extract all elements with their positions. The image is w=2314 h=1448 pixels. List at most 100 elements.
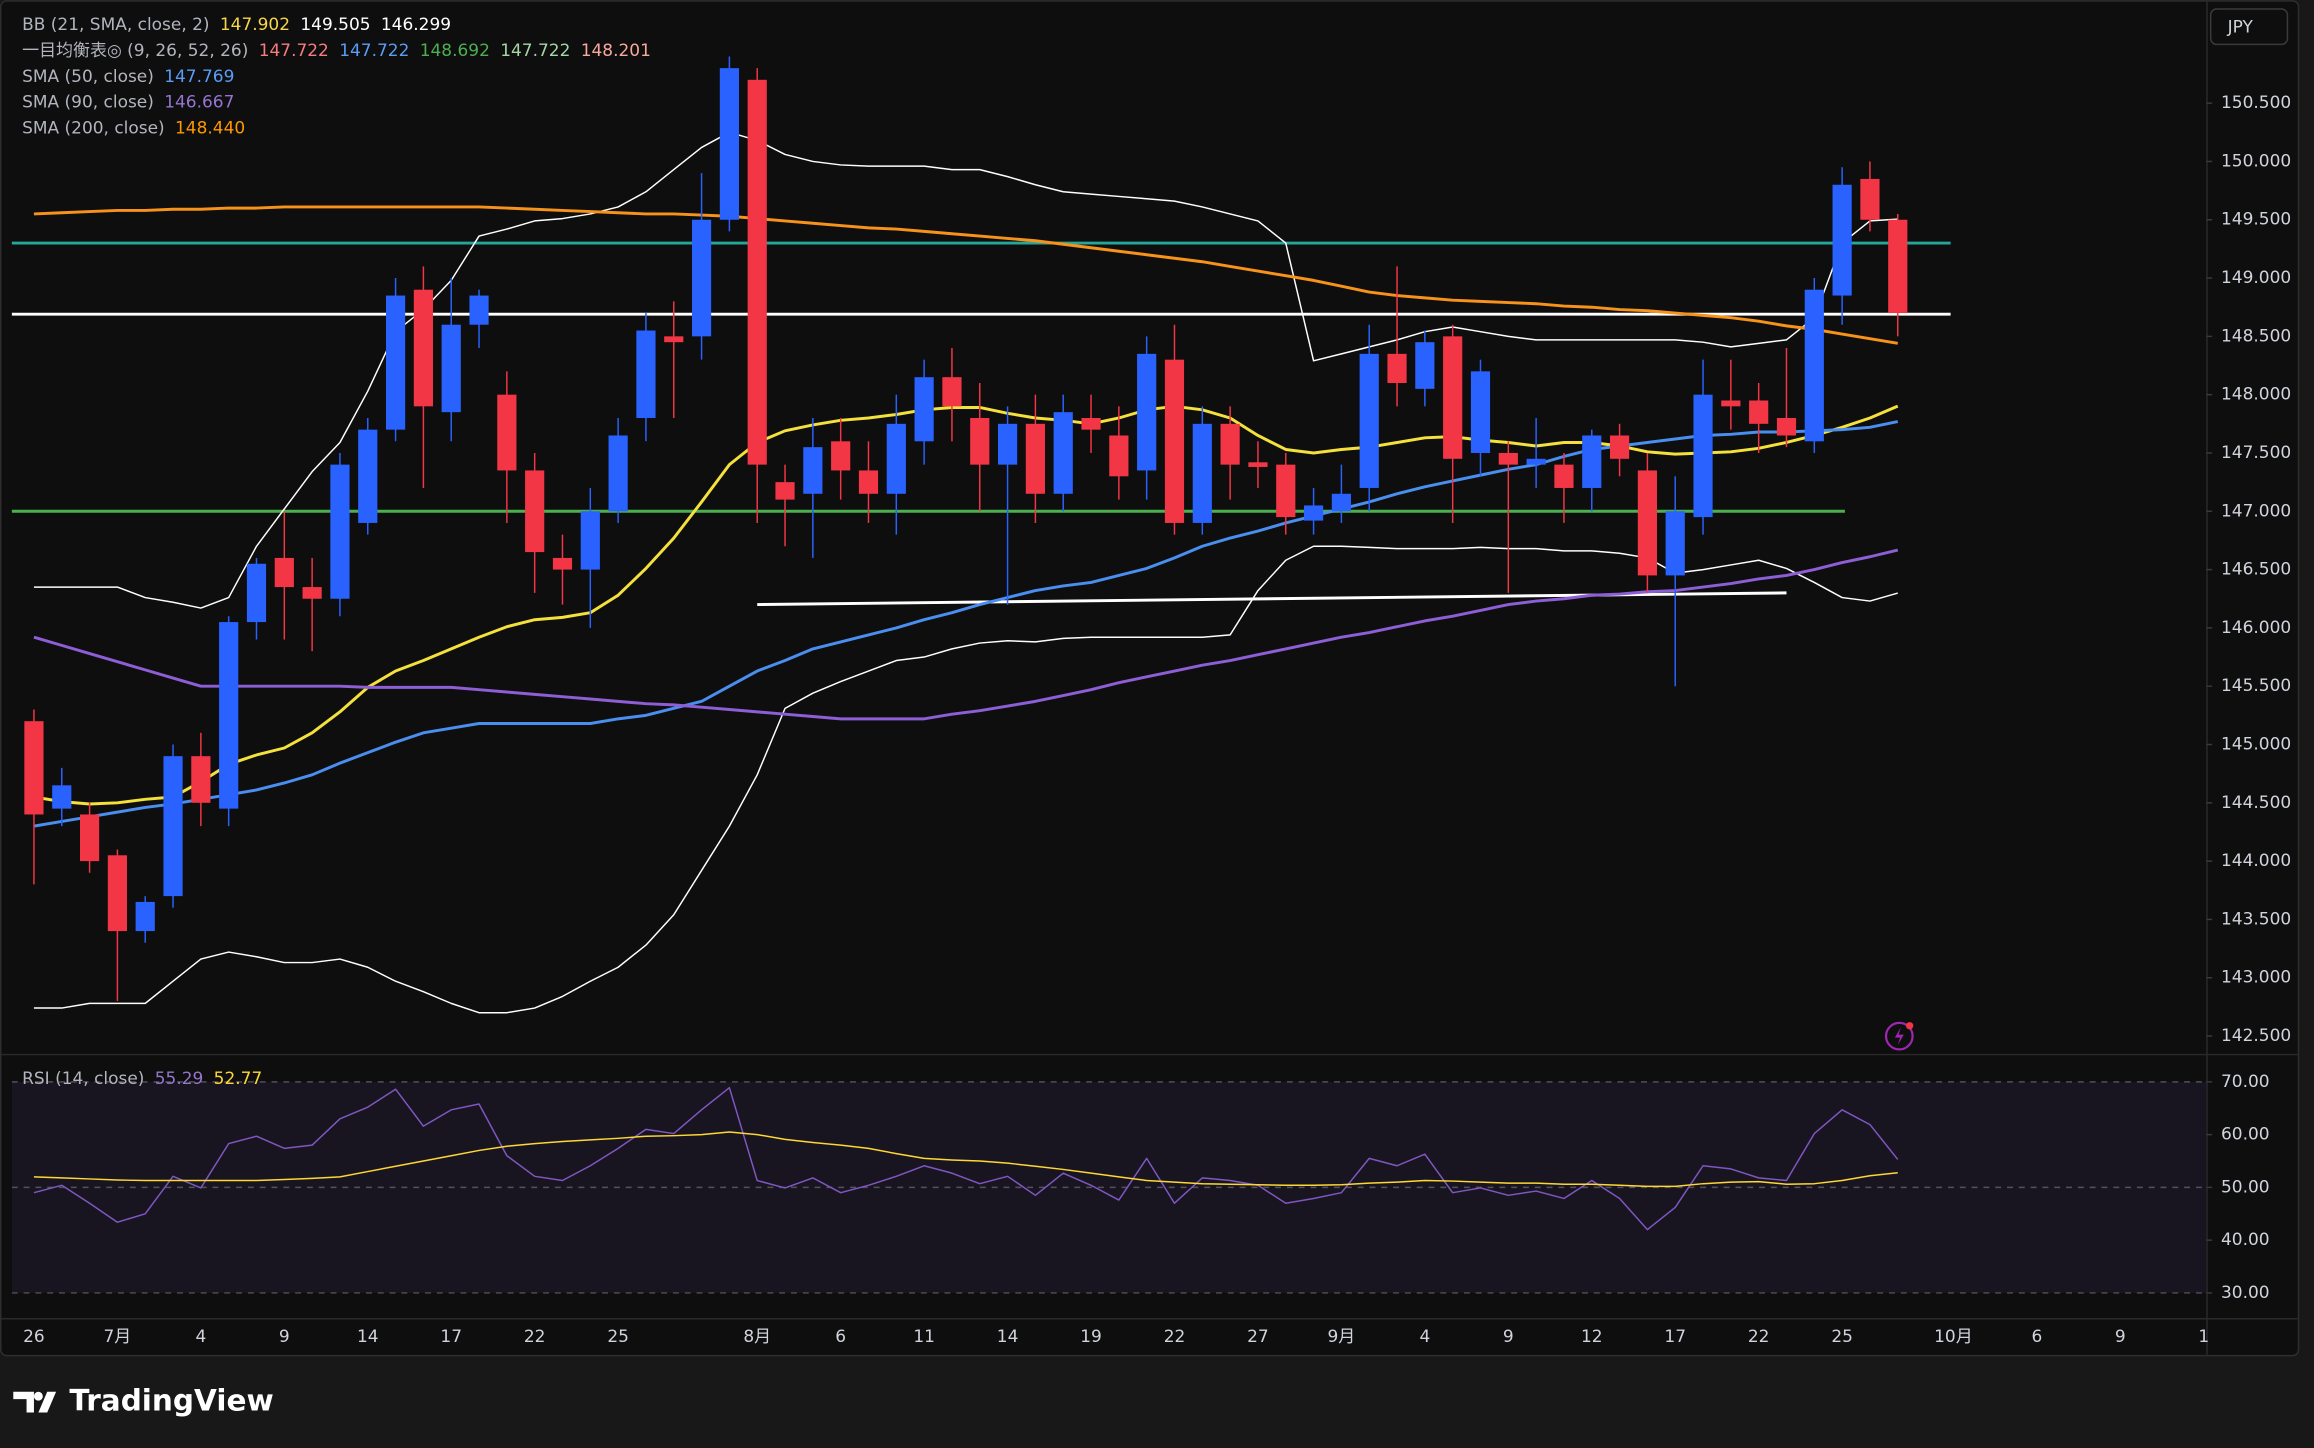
y-tick-label: 70.00 (2221, 1072, 2270, 1092)
x-tick-label: 6 (835, 1327, 846, 1347)
brand-mark (13, 1391, 57, 1413)
legend-value: 52.77 (214, 1069, 263, 1089)
candle-body (441, 324, 461, 413)
x-tick-label: 1 (2198, 1327, 2209, 1347)
y-tick-label: 150.500 (2221, 93, 2291, 113)
candle-body (163, 756, 183, 897)
candle-body (1582, 435, 1602, 488)
indicator-line (33, 131, 1898, 609)
brand-name: TradingView (69, 1384, 273, 1418)
y-tick-label: 143.500 (2221, 909, 2291, 929)
currency-label[interactable]: JPY (2227, 17, 2254, 37)
candle-body (135, 901, 155, 932)
candle-body (1303, 505, 1324, 521)
y-tick-label: 40.00 (2221, 1230, 2270, 1250)
legend-value: 146.299 (381, 15, 451, 35)
candle-body (1248, 462, 1268, 467)
x-tick-label: 22 (1164, 1327, 1186, 1347)
candle-body (1470, 371, 1491, 453)
alert-icon[interactable] (1884, 1021, 1914, 1051)
candle-body (747, 79, 767, 465)
candle-body (970, 417, 990, 465)
candle-body (1025, 423, 1045, 494)
candle-body (719, 68, 739, 220)
candle-body (1609, 435, 1630, 459)
y-tick-label: 150.000 (2221, 151, 2291, 171)
candle-body (1776, 417, 1797, 436)
currency-button-frame[interactable] (2209, 8, 2289, 46)
candle-body (1081, 417, 1101, 430)
y-tick-label: 144.000 (2221, 851, 2291, 871)
candle-body (580, 511, 600, 570)
candle-body (1554, 464, 1574, 488)
x-tick-label: 9月 (1328, 1327, 1356, 1347)
candle-body (636, 330, 656, 418)
candle-body (525, 470, 545, 553)
candle-body (1220, 423, 1240, 465)
x-tick-label: 27 (1247, 1327, 1269, 1347)
alert-dot[interactable] (1905, 1022, 1914, 1030)
x-tick-label: 8月 (743, 1327, 771, 1347)
x-tick-label: 10月 (1934, 1327, 1973, 1347)
candle-body (1665, 511, 1685, 576)
candle-body (469, 295, 489, 325)
legend-value: 147.722 (500, 41, 570, 61)
y-tick-label: 50.00 (2221, 1177, 2270, 1197)
y-tick-label: 147.000 (2221, 501, 2291, 521)
x-tick-label: 11 (913, 1327, 935, 1347)
y-tick-label: 148.500 (2221, 326, 2291, 346)
legend-value: 148.440 (175, 119, 245, 139)
legend-name: SMA (90, close) (22, 93, 154, 113)
candle-body (1053, 412, 1073, 494)
candle-body (1693, 394, 1713, 518)
candle-body (775, 482, 795, 500)
indicator-line (33, 548, 1899, 721)
candle-body (1498, 452, 1518, 465)
legend-name: BB (21, SMA, close, 2) (22, 15, 209, 35)
candle-body (914, 377, 934, 442)
x-tick-label: 9 (279, 1327, 290, 1347)
y-tick-label: 148.000 (2221, 385, 2291, 405)
x-tick-label: 14 (357, 1327, 379, 1347)
x-tick-label: 12 (1581, 1327, 1603, 1347)
legend-value: 147.722 (259, 41, 329, 61)
x-tick-label: 4 (195, 1327, 206, 1347)
y-tick-label: 145.000 (2221, 735, 2291, 755)
alert-bolt[interactable] (1894, 1027, 1904, 1045)
y-tick-label: 30.00 (2221, 1283, 2270, 1303)
candle-body (1443, 336, 1463, 459)
y-tick-label: 143.000 (2221, 968, 2291, 988)
candle-body (385, 295, 406, 430)
candle-body (219, 622, 239, 809)
candle-body (831, 441, 851, 471)
candle-body (608, 435, 628, 512)
x-tick-label: 25 (607, 1327, 629, 1347)
candle-body (1749, 400, 1769, 424)
currency-button[interactable]: JPY (2209, 8, 2289, 46)
candle-body (1415, 342, 1435, 389)
x-tick-label: 22 (524, 1327, 546, 1347)
candle-body (274, 557, 294, 588)
legend-value: 146.667 (164, 93, 234, 113)
y-tick-label: 149.500 (2221, 210, 2291, 230)
y-tick-label: 146.500 (2221, 560, 2291, 580)
candle-body (691, 219, 712, 337)
alert-ring[interactable] (1884, 1021, 1914, 1051)
legend-name: SMA (50, close) (22, 67, 154, 87)
candle-body (497, 394, 517, 471)
indicator-line (33, 205, 1899, 345)
price-pane (11, 56, 1951, 1014)
x-tick-label: 19 (1080, 1327, 1102, 1347)
candle-body (330, 464, 350, 599)
candle-body (858, 470, 879, 494)
candle-body (24, 721, 44, 815)
x-tick-label: 22 (1748, 1327, 1770, 1347)
candle-body (1832, 184, 1852, 296)
candle-body (1359, 353, 1379, 488)
candle-body (942, 377, 962, 407)
candle-body (79, 814, 100, 862)
legend-name: 一目均衡表◎ (9, 26, 52, 26) (22, 41, 248, 61)
candle-body (246, 563, 267, 623)
